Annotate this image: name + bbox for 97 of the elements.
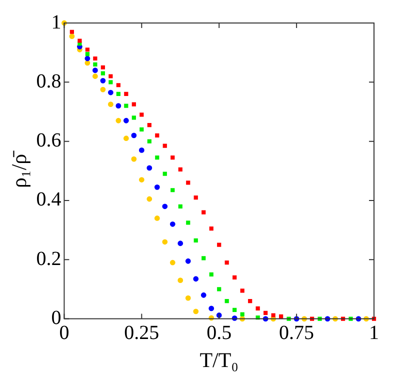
- point: [318, 316, 322, 321]
- point: [200, 292, 206, 298]
- point: [116, 83, 120, 88]
- point: [348, 316, 353, 321]
- y-tick-label: 0.8: [36, 70, 62, 92]
- point: [286, 316, 291, 321]
- point: [232, 275, 237, 280]
- point: [224, 260, 229, 265]
- point: [240, 312, 244, 316]
- point: [194, 238, 198, 242]
- point: [271, 313, 276, 318]
- point: [232, 308, 237, 312]
- point: [146, 196, 152, 202]
- point: [78, 38, 82, 43]
- point: [92, 74, 98, 79]
- point: [154, 216, 160, 221]
- point: [116, 92, 120, 96]
- point: [202, 256, 206, 260]
- y-tick-label: 0.6: [36, 130, 62, 152]
- point: [124, 92, 128, 96]
- point: [186, 220, 190, 225]
- point: [248, 298, 252, 304]
- point: [170, 221, 176, 227]
- x-tick-label: 0.25: [124, 322, 160, 344]
- y-tick-label: 0.2: [36, 248, 62, 270]
- point: [85, 48, 90, 52]
- point: [140, 127, 144, 132]
- point: [264, 310, 268, 315]
- y-axis-title: ρ₁/ρ̄: [7, 150, 32, 188]
- point: [131, 132, 137, 138]
- point: [202, 210, 206, 214]
- point: [92, 68, 98, 74]
- point: [116, 103, 122, 109]
- point: [123, 118, 129, 124]
- point: [147, 139, 152, 144]
- point: [108, 80, 113, 84]
- point: [100, 65, 105, 70]
- x-tick-label: 1: [369, 322, 379, 344]
- point: [186, 180, 190, 185]
- y-tick-label: 0.4: [36, 188, 62, 211]
- point: [93, 62, 98, 66]
- point: [208, 306, 214, 312]
- point: [100, 78, 106, 84]
- point: [178, 204, 182, 208]
- point: [217, 287, 222, 292]
- point: [178, 240, 184, 246]
- point: [155, 156, 160, 160]
- point: [100, 86, 106, 92]
- point: [108, 102, 114, 108]
- y-tick-label: 1: [51, 11, 62, 34]
- point: [279, 314, 284, 318]
- point: [170, 188, 175, 192]
- point: [116, 118, 122, 124]
- point: [147, 122, 152, 128]
- point: [154, 184, 160, 190]
- point: [70, 30, 74, 34]
- point: [138, 177, 144, 182]
- point: [162, 144, 167, 148]
- x-axis-title: T/T₀: [200, 348, 239, 372]
- point: [193, 308, 199, 314]
- point: [193, 276, 199, 282]
- point: [108, 74, 113, 78]
- point: [256, 306, 260, 311]
- point: [84, 56, 90, 62]
- x-tick-label: 0.5: [206, 322, 232, 344]
- point: [170, 156, 175, 160]
- point: [162, 204, 168, 210]
- point: [146, 165, 152, 171]
- point: [131, 156, 137, 162]
- point: [170, 260, 176, 266]
- point: [155, 133, 160, 138]
- point: [93, 56, 98, 61]
- point: [224, 298, 229, 304]
- point: [84, 60, 90, 66]
- point: [85, 52, 90, 56]
- point: [185, 258, 191, 264]
- point: [140, 112, 144, 117]
- point: [217, 242, 222, 247]
- point: [100, 71, 105, 76]
- point: [209, 226, 214, 231]
- point: [209, 272, 214, 276]
- point: [162, 172, 167, 176]
- point: [240, 288, 244, 293]
- point: [194, 195, 198, 200]
- point: [124, 104, 128, 108]
- y-tick-label: 0: [51, 307, 62, 330]
- point: [185, 295, 191, 301]
- point: [69, 34, 75, 40]
- point: [162, 239, 168, 245]
- point: [178, 167, 182, 172]
- point: [178, 278, 184, 284]
- point: [138, 147, 144, 153]
- point: [132, 116, 136, 120]
- point: [132, 102, 136, 106]
- x-tick-label: 0.75: [279, 322, 314, 344]
- point: [108, 90, 114, 96]
- point: [123, 136, 129, 142]
